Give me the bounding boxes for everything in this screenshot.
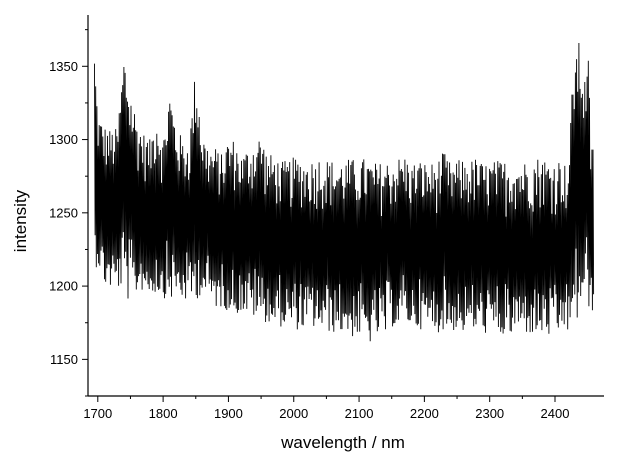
y-tick-label: 1200 [49, 279, 78, 294]
spectrum-line [94, 42, 595, 342]
tick-marks [82, 29, 556, 402]
x-tick-label: 1900 [214, 406, 243, 421]
x-tick-label: 2100 [345, 406, 374, 421]
x-tick-label: 1800 [149, 406, 178, 421]
x-axis-label: wavelength / nm [280, 433, 405, 452]
axes [87, 15, 604, 397]
x-tick-label: 2300 [475, 406, 504, 421]
x-tick-label: 2400 [541, 406, 570, 421]
x-tick-label: 1700 [83, 406, 112, 421]
tick-labels: 1700 1800 1900 2000 2100 2200 2300 2400 1150 1200… [49, 59, 569, 421]
y-tick-label: 1250 [49, 205, 78, 220]
y-tick-label: 1350 [49, 59, 78, 74]
y-tick-label: 1150 [50, 352, 78, 367]
x-tick-label: 2000 [279, 406, 308, 421]
y-tick-label: 1300 [49, 132, 78, 147]
series-layer [94, 42, 595, 342]
x-tick-label: 2200 [410, 406, 439, 421]
y-axis-label: intensity [11, 189, 30, 252]
